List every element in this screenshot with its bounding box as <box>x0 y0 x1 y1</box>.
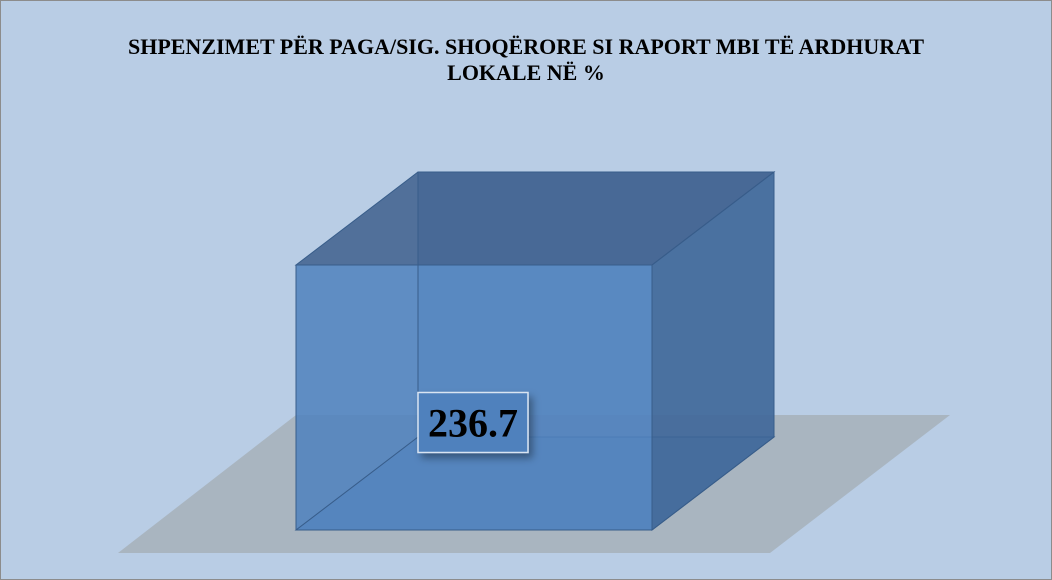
bar-edge <box>295 436 419 531</box>
bars: 236.7 <box>294 170 776 532</box>
data-label: 236.7 <box>428 401 518 446</box>
chart-title: SHPENZIMET PËR PAGA/SIG. SHOQËRORE SI RA… <box>127 34 925 85</box>
data-label-box <box>417 391 529 454</box>
title-wrap: SHPENZIMET PËR PAGA/SIG. SHOQËRORE SI RA… <box>0 34 1052 86</box>
